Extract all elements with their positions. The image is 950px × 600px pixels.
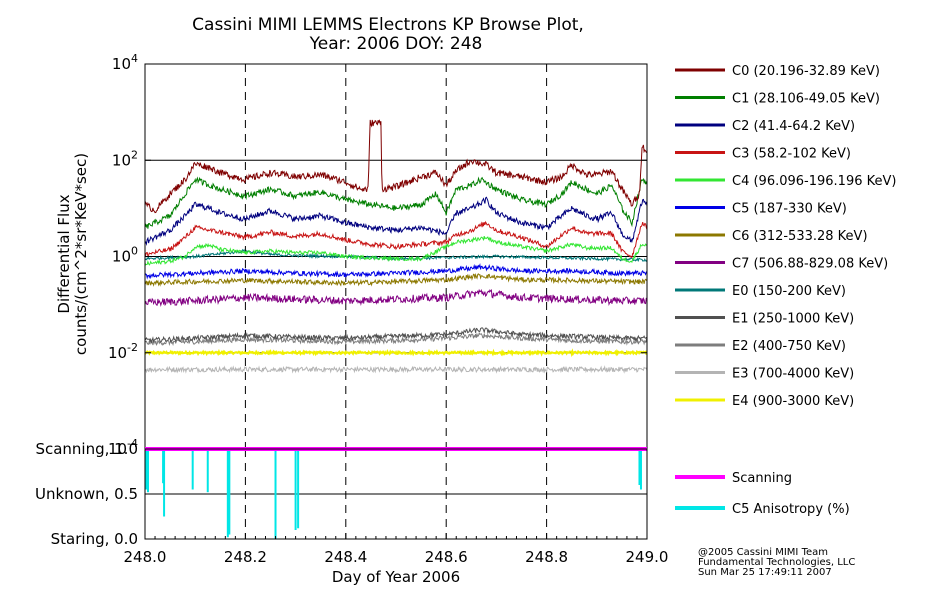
legend-label: C0 (20.196-32.89 KeV) bbox=[732, 64, 880, 79]
mode-panel: Scanning, 1.0 Unknown, 0.5 Staring, 0.0 bbox=[35, 440, 648, 548]
series-line-e4 bbox=[144, 348, 648, 358]
series-line-e1 bbox=[144, 327, 648, 345]
legend-label: E4 (900-3000 KeV) bbox=[732, 394, 854, 409]
x-tick-label: 248.6 bbox=[425, 548, 468, 566]
legend-label: C2 (41.4-64.2 KeV) bbox=[732, 119, 855, 134]
x-tick-label: 248.4 bbox=[324, 548, 367, 566]
y-tick-label: 104 bbox=[112, 52, 138, 73]
credit-line-2: Fundamental Technologies, LLC bbox=[698, 557, 855, 568]
x-tick-label: 249.0 bbox=[626, 548, 669, 566]
x-axis-label: Day of Year 2006 bbox=[332, 568, 460, 586]
legend-label: C4 (96.096-196.196 KeV) bbox=[732, 174, 896, 189]
legend-label: E3 (700-4000 KeV) bbox=[732, 367, 854, 382]
legend-label: C5 (187-330 KeV) bbox=[732, 202, 847, 217]
legend-label: C7 (506.88-829.08 KeV) bbox=[732, 257, 888, 272]
credit-line-1: @2005 Cassini MIMI Team bbox=[698, 547, 828, 558]
chart-title: Cassini MIMI LEMMS Electrons KP Browse P… bbox=[192, 15, 584, 35]
legend-label: E1 (250-1000 KeV) bbox=[732, 312, 854, 327]
credits: @2005 Cassini MIMI Team Fundamental Tech… bbox=[698, 547, 855, 578]
mode-tick-label: Staring, 0.0 bbox=[51, 530, 138, 548]
x-tick-label: 248.2 bbox=[224, 548, 267, 566]
series-line-c3 bbox=[144, 220, 648, 259]
series-line-c7 bbox=[144, 288, 648, 307]
credit-line-3: Sun Mar 25 17:49:11 2007 bbox=[698, 567, 832, 578]
legend-label: C3 (58.2-102 KeV) bbox=[732, 147, 851, 162]
y-tick-label: 102 bbox=[112, 148, 138, 169]
series-line-c4 bbox=[144, 235, 648, 266]
series-line-c2 bbox=[144, 196, 648, 246]
series-line-c0 bbox=[144, 119, 648, 214]
legend-label: Scanning bbox=[732, 471, 792, 486]
legend-label: C1 (28.106-49.05 KeV) bbox=[732, 92, 880, 107]
legend-label: E2 (400-750 KeV) bbox=[732, 339, 846, 354]
legend-label: E0 (150-200 KeV) bbox=[732, 284, 846, 299]
series-line-e3 bbox=[144, 365, 648, 374]
y-axis-label-line2: counts/(cm^2*sr*KeV*sec) bbox=[72, 153, 90, 355]
flux-panel: 104 102 100 10-2 10-4 Differential Flux coun… bbox=[55, 52, 648, 458]
mode-tick-label: Unknown, 0.5 bbox=[35, 485, 138, 503]
y-axis-label-line1: Differential Flux bbox=[55, 194, 73, 313]
y-tick-label: 10-4 bbox=[108, 437, 138, 458]
mode-tick-label: Scanning, 1.0 bbox=[35, 440, 138, 458]
chart-subtitle: Year: 2006 DOY: 248 bbox=[309, 34, 483, 54]
legend: C0 (20.196-32.89 KeV) C1 (28.106-49.05 Ke… bbox=[675, 64, 896, 517]
series-line-e2 bbox=[144, 332, 648, 347]
y-tick-label: 100 bbox=[112, 245, 138, 266]
series-line-c1 bbox=[144, 176, 648, 229]
y-tick-label: 10-2 bbox=[108, 341, 138, 362]
legend-label: C6 (312-533.28 KeV) bbox=[732, 229, 868, 244]
legend-label: C5 Anisotropy (%) bbox=[732, 502, 850, 517]
series-line-c5 bbox=[144, 262, 648, 280]
series-line-c6 bbox=[144, 272, 648, 287]
x-tick-label: 248.0 bbox=[124, 548, 167, 566]
x-tick-label: 248.8 bbox=[525, 548, 568, 566]
